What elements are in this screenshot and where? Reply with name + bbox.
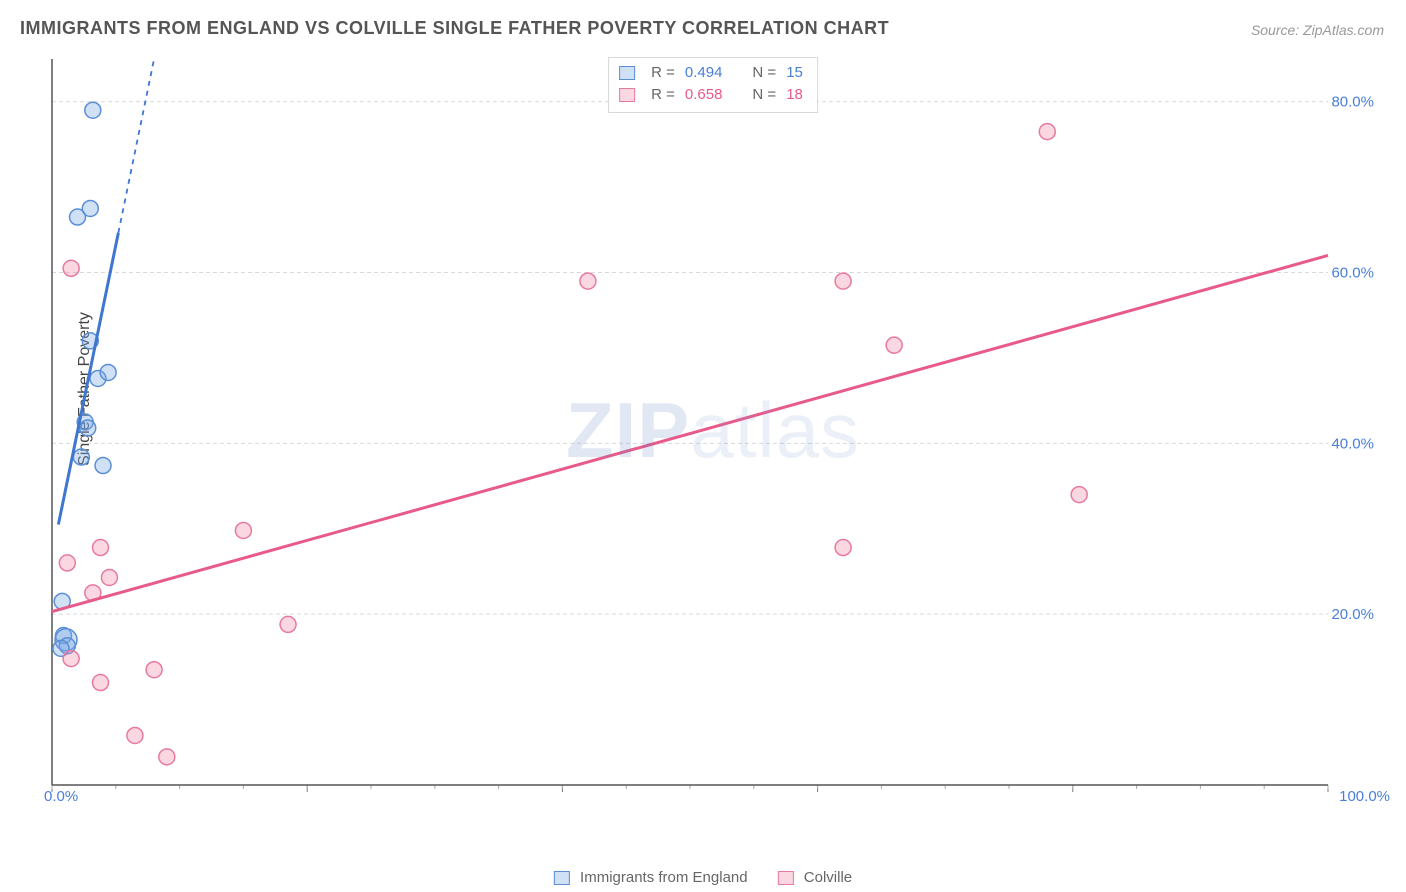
x-axis-legend: Immigrants from England Colville [554, 869, 852, 886]
stats-row-colville: R = 0.658 N = 18 [619, 84, 803, 106]
plot-area: R = 0.494 N = 15 R = 0.658 N = 18 20.0% 4… [48, 55, 1378, 815]
x-axis-min-label: 0.0% [44, 788, 78, 805]
x-axis-max-label: 100.0% [1339, 788, 1390, 805]
chart-svg: 20.0% 40.0% 60.0% 80.0% [48, 55, 1378, 815]
legend-item-colville: Colville [778, 869, 853, 886]
swatch-colville-icon [778, 871, 794, 885]
legend-label-colville: Colville [804, 869, 852, 886]
n-value-2: 18 [786, 84, 803, 106]
r-label-2: R = [651, 84, 675, 106]
stats-legend: R = 0.494 N = 15 R = 0.658 N = 18 [608, 57, 818, 113]
legend-item-england: Immigrants from England [554, 869, 748, 886]
chart-title: IMMIGRANTS FROM ENGLAND VS COLVILLE SING… [20, 18, 889, 39]
source-value: ZipAtlas.com [1303, 22, 1384, 38]
r-value-2: 0.658 [685, 84, 723, 106]
r-label-1: R = [651, 62, 675, 84]
swatch-england-icon [554, 871, 570, 885]
stats-row-england: R = 0.494 N = 15 [619, 62, 803, 84]
svg-text:80.0%: 80.0% [1331, 94, 1374, 111]
svg-text:60.0%: 60.0% [1331, 265, 1374, 282]
n-value-1: 15 [786, 62, 803, 84]
legend-label-england: Immigrants from England [580, 869, 748, 886]
swatch-england [619, 66, 635, 80]
svg-text:20.0%: 20.0% [1331, 606, 1374, 623]
n-label-1: N = [752, 62, 776, 84]
r-value-1: 0.494 [685, 62, 723, 84]
svg-text:40.0%: 40.0% [1331, 435, 1374, 452]
n-label-2: N = [752, 84, 776, 106]
source-label: Source: [1251, 22, 1299, 38]
source-attribution: Source: ZipAtlas.com [1251, 22, 1384, 38]
swatch-colville [619, 88, 635, 102]
